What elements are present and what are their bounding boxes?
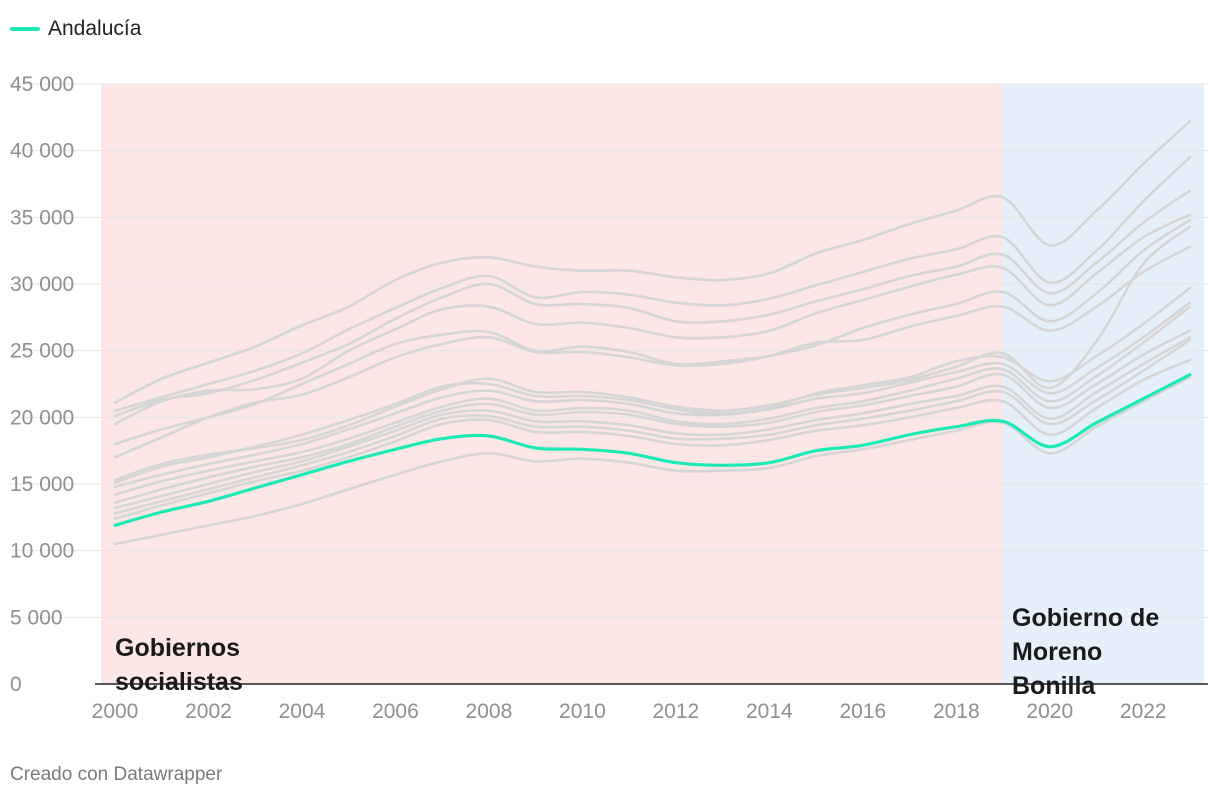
band-label-line: Bonilla xyxy=(1012,672,1096,700)
series-line-1 xyxy=(113,120,1192,404)
band-0 xyxy=(101,84,1004,684)
series-line-andalucia xyxy=(113,373,1192,527)
legend: Andalucía xyxy=(10,17,141,41)
band-label-line: Moreno xyxy=(1012,638,1102,666)
band-label-line: socialistas xyxy=(115,668,243,696)
series-line-10 xyxy=(113,305,1192,496)
y-tick-label: 15 000 xyxy=(10,473,74,496)
x-tick-label: 2004 xyxy=(279,700,326,723)
x-axis-ticks: 2000 2002 2004 2006 2008 2010 2012 2014 2016 2018… xyxy=(92,700,1167,723)
x-tick-label: 2010 xyxy=(559,700,606,723)
x-tick-label: 2018 xyxy=(933,700,980,723)
series-line-2 xyxy=(113,156,1192,412)
context-series xyxy=(113,120,1192,546)
y-tick-label: 10 000 xyxy=(10,540,74,563)
series-line-9 xyxy=(113,301,1192,488)
band-labels: Gobiernos socialistas Gobierno de Moreno Bon… xyxy=(115,604,1159,700)
x-tick-label: 2014 xyxy=(746,700,793,723)
x-tick-label: 2000 xyxy=(92,700,139,723)
series-line-11 xyxy=(113,329,1192,504)
series-line-4 xyxy=(113,213,1192,426)
series-line-13 xyxy=(113,338,1192,515)
x-tick-label: 2002 xyxy=(185,700,232,723)
series-line-5 xyxy=(113,218,1192,446)
legend-label: Andalucía xyxy=(48,17,142,40)
y-tick-label: 45 000 xyxy=(10,73,74,96)
x-tick-label: 2006 xyxy=(372,700,419,723)
y-axis-ticks: 0 5 000 10 000 15 000 20 000 25 000 30 000 35 0… xyxy=(10,73,74,696)
band-label-line: Gobiernos xyxy=(115,634,240,662)
x-tick-label: 2016 xyxy=(839,700,886,723)
x-tick-label: 2012 xyxy=(653,700,700,723)
series-line-6 xyxy=(113,245,1192,459)
series-line-12 xyxy=(113,336,1192,510)
series-line-8 xyxy=(113,286,1192,484)
y-tick-label: 35 000 xyxy=(10,206,74,229)
y-tick-label: 20 000 xyxy=(10,406,74,429)
x-tick-label: 2022 xyxy=(1120,700,1167,723)
legend-swatch xyxy=(10,27,40,31)
y-tick-label: 30 000 xyxy=(10,273,74,296)
y-tick-label: 0 xyxy=(10,673,22,696)
series-line-14 xyxy=(113,358,1192,520)
y-tick-label: 5 000 xyxy=(10,606,63,629)
series-line-3 xyxy=(113,189,1192,418)
x-tick-label: 2020 xyxy=(1026,700,1073,723)
line-chart: 0 5 000 10 000 15 000 20 000 25 000 30 000 35 0… xyxy=(10,73,1208,723)
y-tick-label: 40 000 xyxy=(10,140,74,163)
footer-credit: Creado con Datawrapper xyxy=(10,764,223,785)
band-label-line: Gobierno de xyxy=(1012,604,1159,632)
highlight-series xyxy=(113,373,1192,527)
x-tick-label: 2008 xyxy=(466,700,513,723)
y-tick-label: 25 000 xyxy=(10,340,74,363)
